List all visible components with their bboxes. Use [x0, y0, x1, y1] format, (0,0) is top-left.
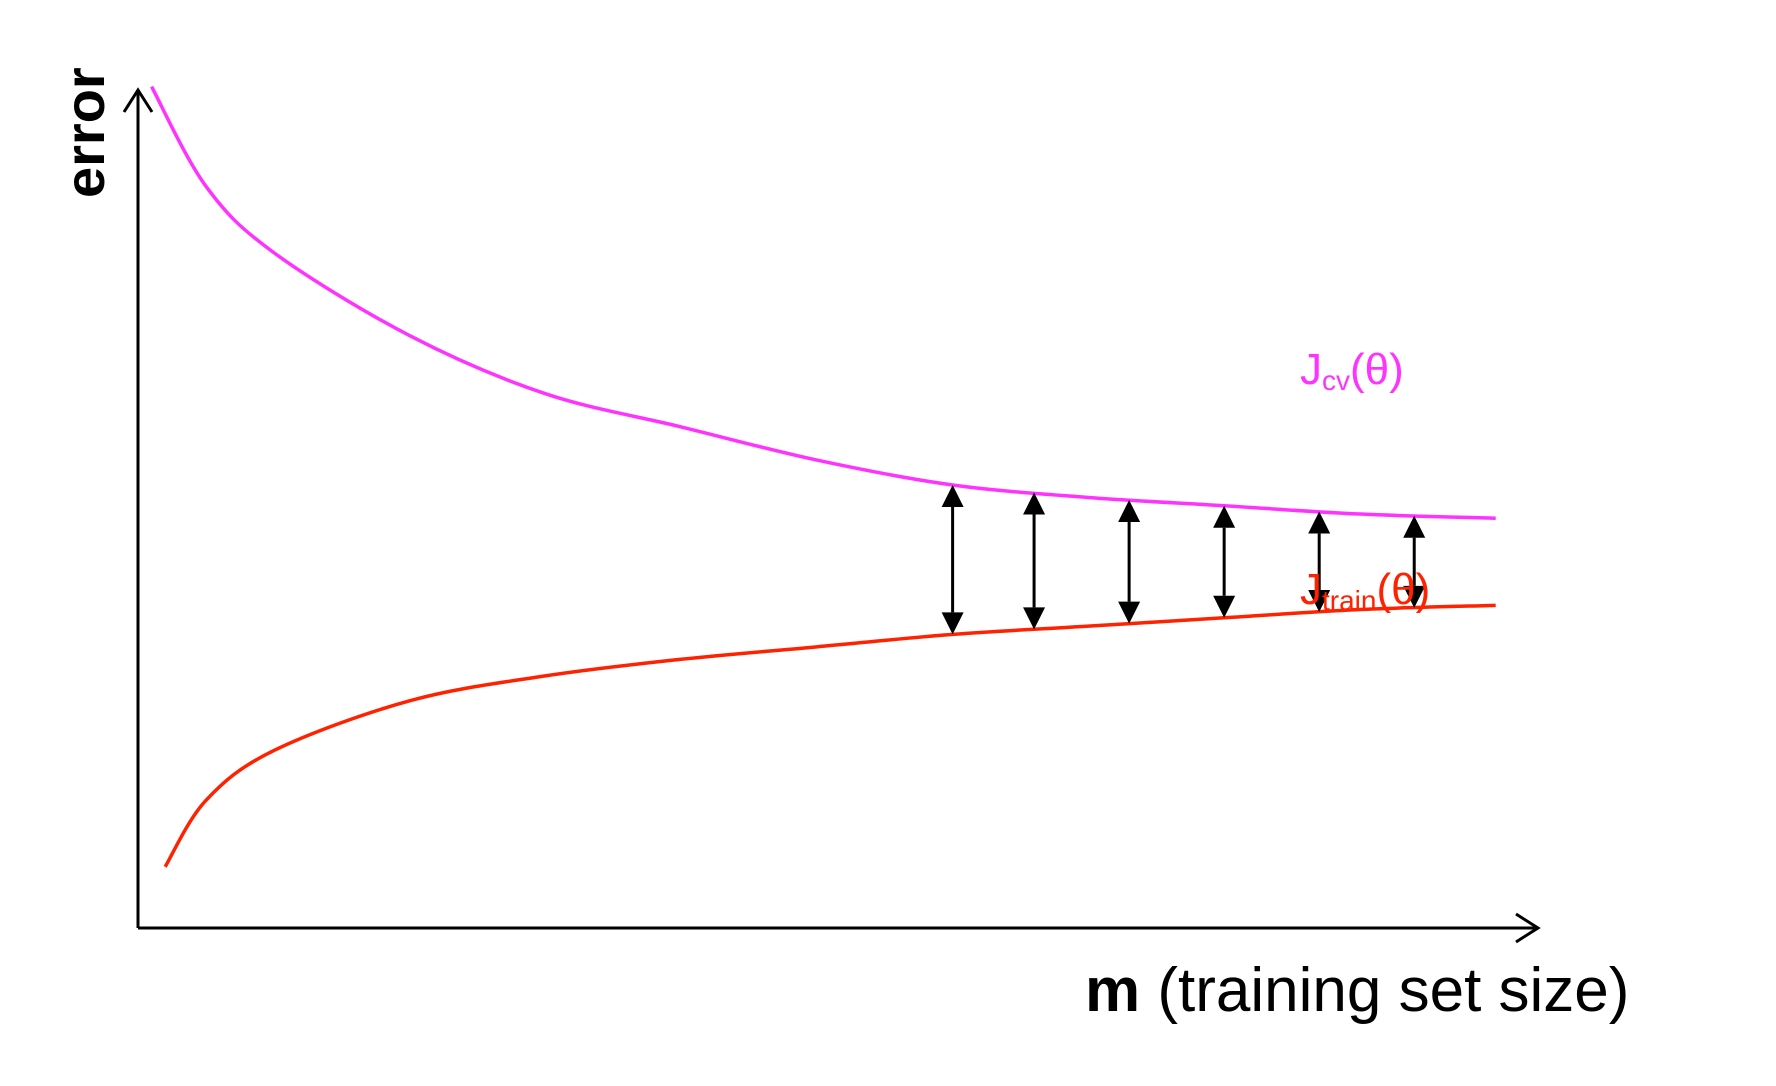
- jtrain-label-sub: train: [1322, 585, 1377, 616]
- jtrain-label-tail: (θ): [1376, 565, 1431, 614]
- x-axis-label: m (training set size): [1085, 955, 1629, 1026]
- y-axis-arrowhead: [122, 87, 154, 113]
- x-axis-label-variable: m: [1085, 956, 1141, 1025]
- jcv-label-tail: (θ): [1350, 345, 1404, 394]
- gap-arrow-head-down-5: [1308, 589, 1331, 612]
- gap-arrow-head-up-3: [1118, 499, 1141, 522]
- y-axis-label: error: [53, 67, 116, 198]
- gap-arrow-head-up-2: [1023, 492, 1046, 515]
- gap-arrow-head-down-2: [1023, 607, 1046, 630]
- gap-arrow-head-up-4: [1213, 505, 1236, 528]
- x-axis-label-description: (training set size): [1140, 956, 1630, 1025]
- gap-arrow-head-up-1: [941, 485, 964, 507]
- gap-arrow-head-up-6: [1403, 515, 1426, 538]
- jtrain-label-main: J: [1300, 565, 1322, 614]
- x-axis-arrowhead: [1515, 912, 1541, 944]
- series-label-jtrain: Jtrain(θ): [1300, 565, 1430, 617]
- gap-arrow-head-up-5: [1308, 511, 1331, 534]
- jcv-label-sub: cv: [1322, 365, 1350, 396]
- gap-arrow-head-down-6: [1403, 585, 1426, 608]
- gap-arrow-head-down-1: [941, 612, 964, 635]
- gap-arrow-head-down-4: [1213, 595, 1236, 618]
- jcv-label-main: J: [1300, 345, 1322, 394]
- gap-arrow-head-down-3: [1118, 601, 1141, 624]
- jtrain-curve: [163, 603, 1496, 868]
- jcv-curve: [150, 85, 1496, 520]
- series-label-jcv: Jcv(θ): [1300, 345, 1404, 397]
